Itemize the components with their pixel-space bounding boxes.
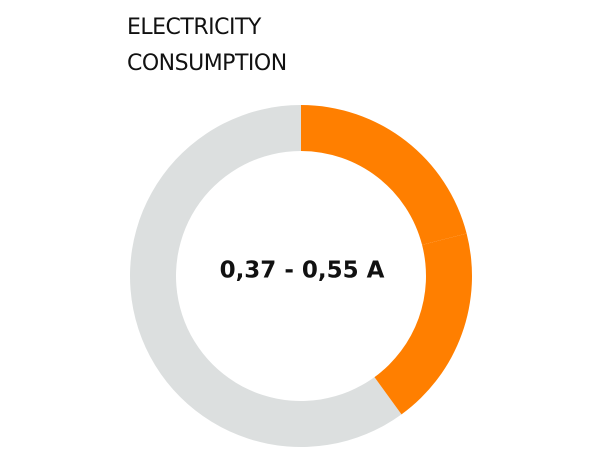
chart-title: ELECTRICITY CONSUMPTION xyxy=(127,15,287,76)
donut-segment xyxy=(301,105,467,245)
center-label: 0,37 - 0,55 A xyxy=(220,258,385,284)
donut-segment xyxy=(130,105,402,448)
donut-segment xyxy=(374,233,472,415)
